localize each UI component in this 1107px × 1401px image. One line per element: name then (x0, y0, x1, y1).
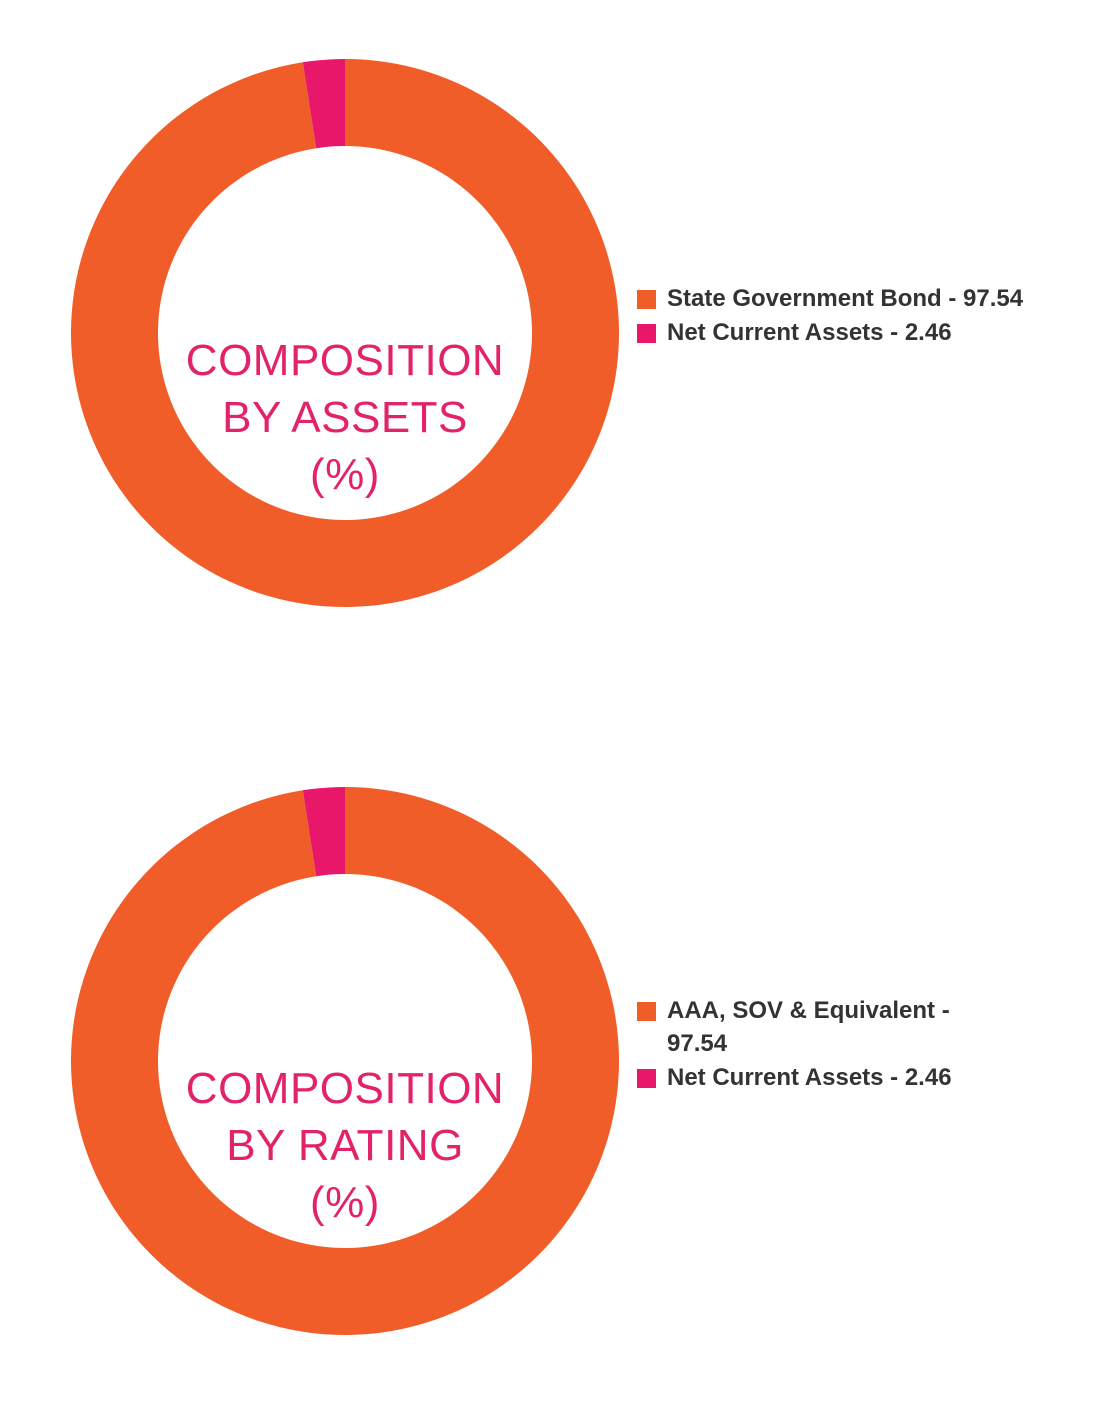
legend-label: AAA, SOV & Equivalent - 97.54 (667, 997, 950, 1057)
legend-label: Net Current Assets - 2.46 (667, 1064, 952, 1091)
legend: AAA, SOV & Equivalent - 97.54 Net Curren… (637, 994, 1077, 1095)
legend-swatch-orange (637, 1002, 656, 1021)
donut-chart-assets (71, 59, 620, 607)
donut-slice-aaa-sov-equivalent (71, 787, 620, 1335)
chart-title-line-2: BY ASSETS (222, 393, 468, 442)
composition-by-rating-chart: COMPOSITION BY RATING (%) AAA, SOV & Equ… (0, 776, 1107, 1336)
donut-slice-net-current-assets (302, 59, 345, 149)
chart-title-line-3: (%) (310, 450, 380, 499)
donut-chart-rating (71, 787, 620, 1335)
chart-title: COMPOSITION BY RATING (%) (160, 1060, 530, 1231)
chart-title-line-1: COMPOSITION (185, 336, 505, 385)
donut-slice-net-current-assets (302, 787, 345, 877)
legend-label: State Government Bond - 97.54 (667, 285, 1024, 312)
legend-item-aaa-sov-equivalent: AAA, SOV & Equivalent - 97.54 (637, 994, 1077, 1060)
legend-swatch-orange (637, 290, 656, 309)
legend-item-net-current-assets: Net Current Assets - 2.46 (637, 1061, 1077, 1094)
legend: State Government Bond - 97.54 Net Curren… (637, 282, 1077, 350)
legend-item-net-current-assets: Net Current Assets - 2.46 (637, 316, 1077, 349)
chart-title: COMPOSITION BY ASSETS (%) (160, 332, 530, 503)
chart-title-line-3: (%) (310, 1178, 380, 1227)
donut-slice-state-government-bond (71, 59, 620, 607)
legend-swatch-pink (637, 324, 656, 343)
legend-label: Net Current Assets - 2.46 (667, 319, 952, 346)
composition-by-assets-chart: COMPOSITION BY ASSETS (%) State Governme… (0, 48, 1107, 608)
chart-title-line-2: BY RATING (226, 1121, 464, 1170)
chart-title-line-1: COMPOSITION (185, 1064, 505, 1113)
legend-item-state-government-bond: State Government Bond - 97.54 (637, 282, 1077, 315)
legend-swatch-pink (637, 1069, 656, 1088)
